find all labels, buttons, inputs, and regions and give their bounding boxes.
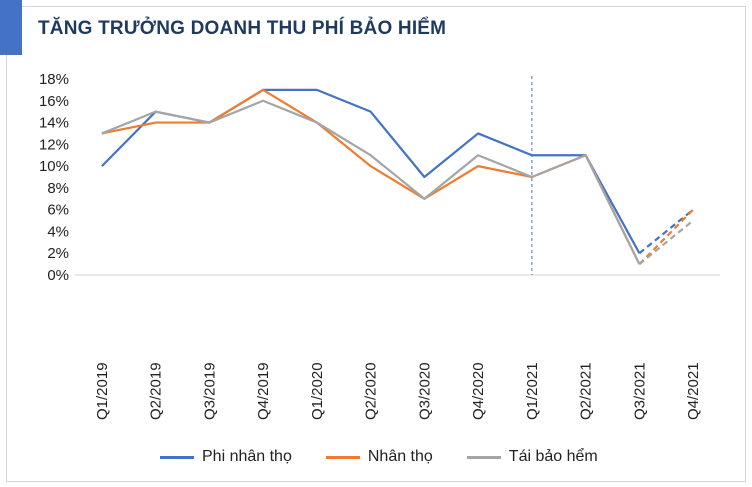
legend: Phi nhân thọ Nhân thọ Tái bảo hểm xyxy=(160,448,598,466)
x-tick-label: Q4/2019 xyxy=(255,362,272,420)
x-tick-label: Q3/2021 xyxy=(631,362,648,420)
legend-item-phi-nhan-tho: Phi nhân thọ xyxy=(160,448,292,466)
y-tick-label: 6% xyxy=(47,202,69,219)
title-accent-bar xyxy=(0,0,22,55)
legend-item-tai-bao-hiem: Tái bảo hểm xyxy=(466,448,598,466)
series-forecast-phi-nhân-thọ xyxy=(638,208,694,255)
x-tick-label: Q3/2020 xyxy=(416,362,433,420)
series-forecast-nhân-thọ xyxy=(638,208,694,265)
legend-item-nhan-tho: Nhân thọ xyxy=(325,448,433,466)
y-tick-label: 4% xyxy=(47,223,69,240)
x-tick-label: Q2/2019 xyxy=(148,362,165,420)
x-tick-label: Q1/2019 xyxy=(94,362,111,420)
series-line-tái-bảo-hểm xyxy=(101,99,641,265)
series-forecast-tái-bảo-hểm xyxy=(638,219,694,265)
y-tick-label: 12% xyxy=(39,136,69,153)
legend-swatch-phi-nhan-tho xyxy=(160,455,194,459)
y-tick-label: 16% xyxy=(39,93,69,110)
x-tick-label: Q1/2020 xyxy=(309,362,326,420)
x-tick-label: Q1/2021 xyxy=(524,362,541,420)
legend-label-nhan-tho: Nhân thọ xyxy=(367,448,433,465)
legend-label-phi-nhan-tho: Phi nhân thọ xyxy=(202,448,292,465)
series-line-phi-nhân-thọ xyxy=(101,88,641,254)
x-tick-label: Q2/2021 xyxy=(578,362,595,420)
y-tick-label: 0% xyxy=(47,267,69,284)
y-tick-label: 2% xyxy=(47,245,69,262)
y-tick-label: 10% xyxy=(39,158,69,175)
chart-title: TĂNG TRƯỞNG DOANH THU PHÍ BẢO HIỂM xyxy=(38,18,447,39)
legend-label-tai-bao-hiem: Tái bảo hểm xyxy=(508,448,598,465)
x-tick-label: Q4/2020 xyxy=(470,362,487,420)
y-tick-label: 18% xyxy=(39,71,69,88)
chart-frame xyxy=(6,6,746,482)
x-tick-label: Q3/2019 xyxy=(201,362,218,420)
x-tick-label: Q4/2021 xyxy=(685,362,702,420)
x-tick-label: Q2/2020 xyxy=(363,362,380,420)
y-tick-label: 14% xyxy=(39,115,69,132)
legend-swatch-tai-bao-hiem xyxy=(466,455,501,459)
legend-swatch-nhan-tho xyxy=(325,455,360,459)
y-tick-label: 8% xyxy=(47,180,69,197)
